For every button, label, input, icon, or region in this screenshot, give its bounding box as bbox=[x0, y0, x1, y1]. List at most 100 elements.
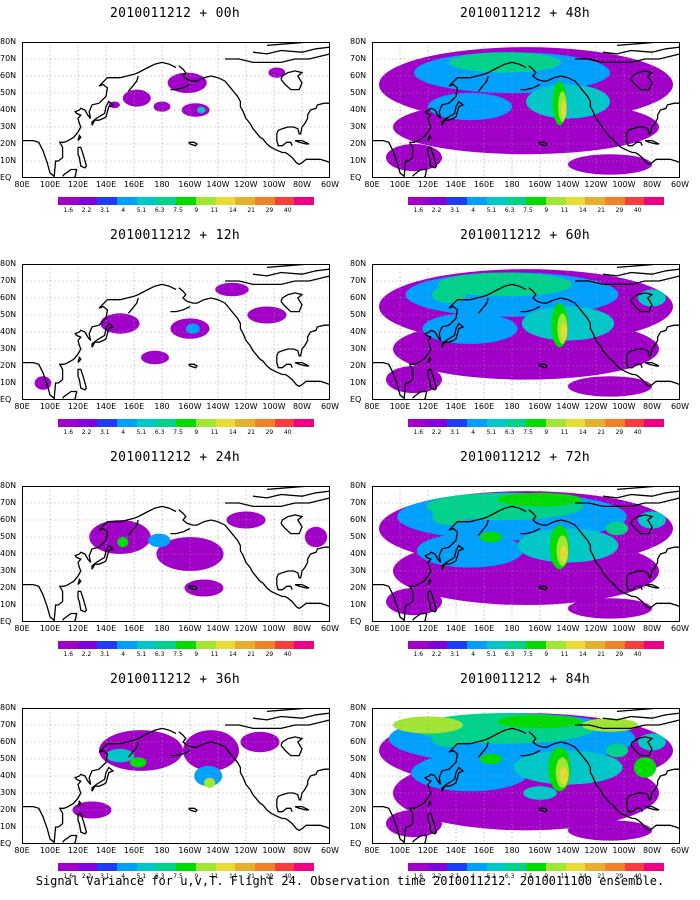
coastline bbox=[280, 292, 304, 313]
variance-region bbox=[560, 323, 568, 341]
colorbar-swatch bbox=[156, 863, 177, 871]
lat-tick-label: 60N bbox=[0, 293, 17, 302]
variance-region bbox=[183, 730, 239, 771]
coastline bbox=[178, 731, 330, 832]
variance-region bbox=[559, 545, 568, 563]
panel-title: 2010011212 + 12h bbox=[109, 228, 241, 243]
panel-title: 2010011212 + 00h bbox=[109, 6, 241, 21]
colorbar-swatch bbox=[117, 641, 137, 649]
lon-tick-labels: 80E 100E 120E 140E 160E 180 160W 140W 120W 100W 80… bbox=[14, 181, 340, 191]
coastline bbox=[575, 53, 680, 64]
lat-tick-label: 40N bbox=[350, 549, 367, 558]
coastline bbox=[22, 727, 177, 844]
colorbar-swatch bbox=[585, 641, 605, 649]
lon-tick-label: 140W bbox=[206, 846, 230, 855]
colorbar-swatch bbox=[506, 419, 527, 427]
colorbar-label: 9 bbox=[544, 207, 549, 214]
lat-tick-label: 10N bbox=[350, 156, 367, 165]
lat-tick-label: 30N bbox=[0, 344, 17, 353]
coastline bbox=[77, 146, 88, 169]
lat-tick-label: 60N bbox=[0, 737, 17, 746]
colorbar-label: 9 bbox=[194, 651, 199, 658]
coastline bbox=[127, 75, 139, 92]
lat-tick-label: 10N bbox=[350, 822, 367, 831]
colorbar-label: 2.2 bbox=[81, 873, 92, 880]
colorbar-swatch bbox=[565, 641, 586, 649]
colorbar-label: 29 bbox=[265, 651, 274, 658]
lat-tick-label: 10N bbox=[350, 378, 367, 387]
colorbar-label: 40 bbox=[283, 873, 292, 880]
coastline bbox=[538, 807, 548, 813]
colorbar-label: 40 bbox=[633, 429, 642, 436]
map-frame bbox=[22, 264, 330, 400]
coastline bbox=[477, 741, 489, 758]
lon-tick-label: 80E bbox=[14, 402, 30, 411]
map-frame bbox=[22, 708, 330, 844]
coastline bbox=[188, 141, 198, 147]
lon-tick-label: 120W bbox=[584, 180, 608, 189]
colorbar-swatch bbox=[274, 641, 295, 649]
lon-tick-label: 120E bbox=[417, 180, 439, 189]
lat-tick-label: 20N bbox=[350, 805, 367, 814]
colorbar-label: 3.1 bbox=[100, 207, 110, 214]
coastline bbox=[252, 268, 330, 277]
lat-tick-label: 80N bbox=[0, 37, 17, 46]
map-area bbox=[22, 42, 330, 178]
colorbar-label: 14 bbox=[579, 651, 587, 658]
coastline bbox=[276, 546, 330, 591]
coastline bbox=[412, 834, 428, 844]
lat-tick-label: 10N bbox=[0, 378, 17, 387]
coastline bbox=[188, 807, 198, 813]
map-area bbox=[372, 264, 680, 400]
variance-region bbox=[268, 67, 286, 78]
coastline bbox=[626, 324, 680, 369]
lon-tick-label: 160W bbox=[178, 624, 202, 633]
coastline bbox=[77, 812, 88, 835]
colorbar-label: 5.1 bbox=[136, 207, 147, 214]
colorbar-label: 40 bbox=[633, 873, 642, 880]
coastline bbox=[91, 100, 115, 126]
coastline bbox=[225, 497, 330, 508]
map-area bbox=[372, 486, 680, 622]
coastline bbox=[477, 297, 489, 314]
colorbar-swatch bbox=[408, 863, 428, 871]
lat-tick-label: 30N bbox=[0, 122, 17, 131]
map-frame bbox=[22, 486, 330, 622]
lat-tick-label: 70N bbox=[350, 54, 367, 63]
colorbar-swatch bbox=[97, 863, 118, 871]
coastline bbox=[441, 100, 465, 126]
lon-tick-label: 80E bbox=[14, 624, 30, 633]
lon-tick-label: 80E bbox=[364, 180, 380, 189]
coastline bbox=[412, 390, 428, 400]
map-frame bbox=[372, 486, 680, 622]
lon-tick-label: 140W bbox=[206, 402, 230, 411]
colorbar-swatch bbox=[77, 197, 98, 205]
colorbar-swatch bbox=[58, 863, 78, 871]
coastline bbox=[441, 544, 465, 570]
colorbar-swatch bbox=[195, 197, 216, 205]
lon-tick-label: 80E bbox=[14, 846, 30, 855]
coastline bbox=[626, 768, 680, 813]
map-area bbox=[22, 264, 330, 400]
lon-tick-label: 120E bbox=[417, 402, 439, 411]
coastline bbox=[127, 519, 139, 536]
coastline bbox=[630, 514, 654, 535]
lon-tick-label: 100E bbox=[389, 180, 411, 189]
coastline bbox=[170, 83, 191, 91]
variance-region bbox=[605, 521, 629, 536]
colorbar-swatch bbox=[176, 863, 196, 871]
lon-tick-labels: 80E 100E 120E 140E 160E 180 160W 140W 120W 100W 80… bbox=[364, 847, 690, 857]
colorbar-label: 21 bbox=[597, 429, 605, 436]
lon-tick-label: 80W bbox=[642, 846, 662, 855]
coastline bbox=[412, 612, 428, 622]
colorbar-label: 1.6 bbox=[63, 651, 74, 658]
colorbar-label: 7.5 bbox=[173, 207, 183, 214]
lat-tick-label: 60N bbox=[350, 737, 367, 746]
colorbar-swatch bbox=[235, 641, 255, 649]
variance-region bbox=[432, 286, 466, 304]
coastline bbox=[538, 141, 548, 147]
colorbar-swatch bbox=[545, 197, 566, 205]
map-panel: 2010011212 + 24h 80N 70N 60N 50N 40N 30N 20N 10N… bbox=[0, 444, 350, 669]
colorbar-swatch bbox=[117, 863, 137, 871]
colorbar-label: 29 bbox=[265, 207, 274, 214]
